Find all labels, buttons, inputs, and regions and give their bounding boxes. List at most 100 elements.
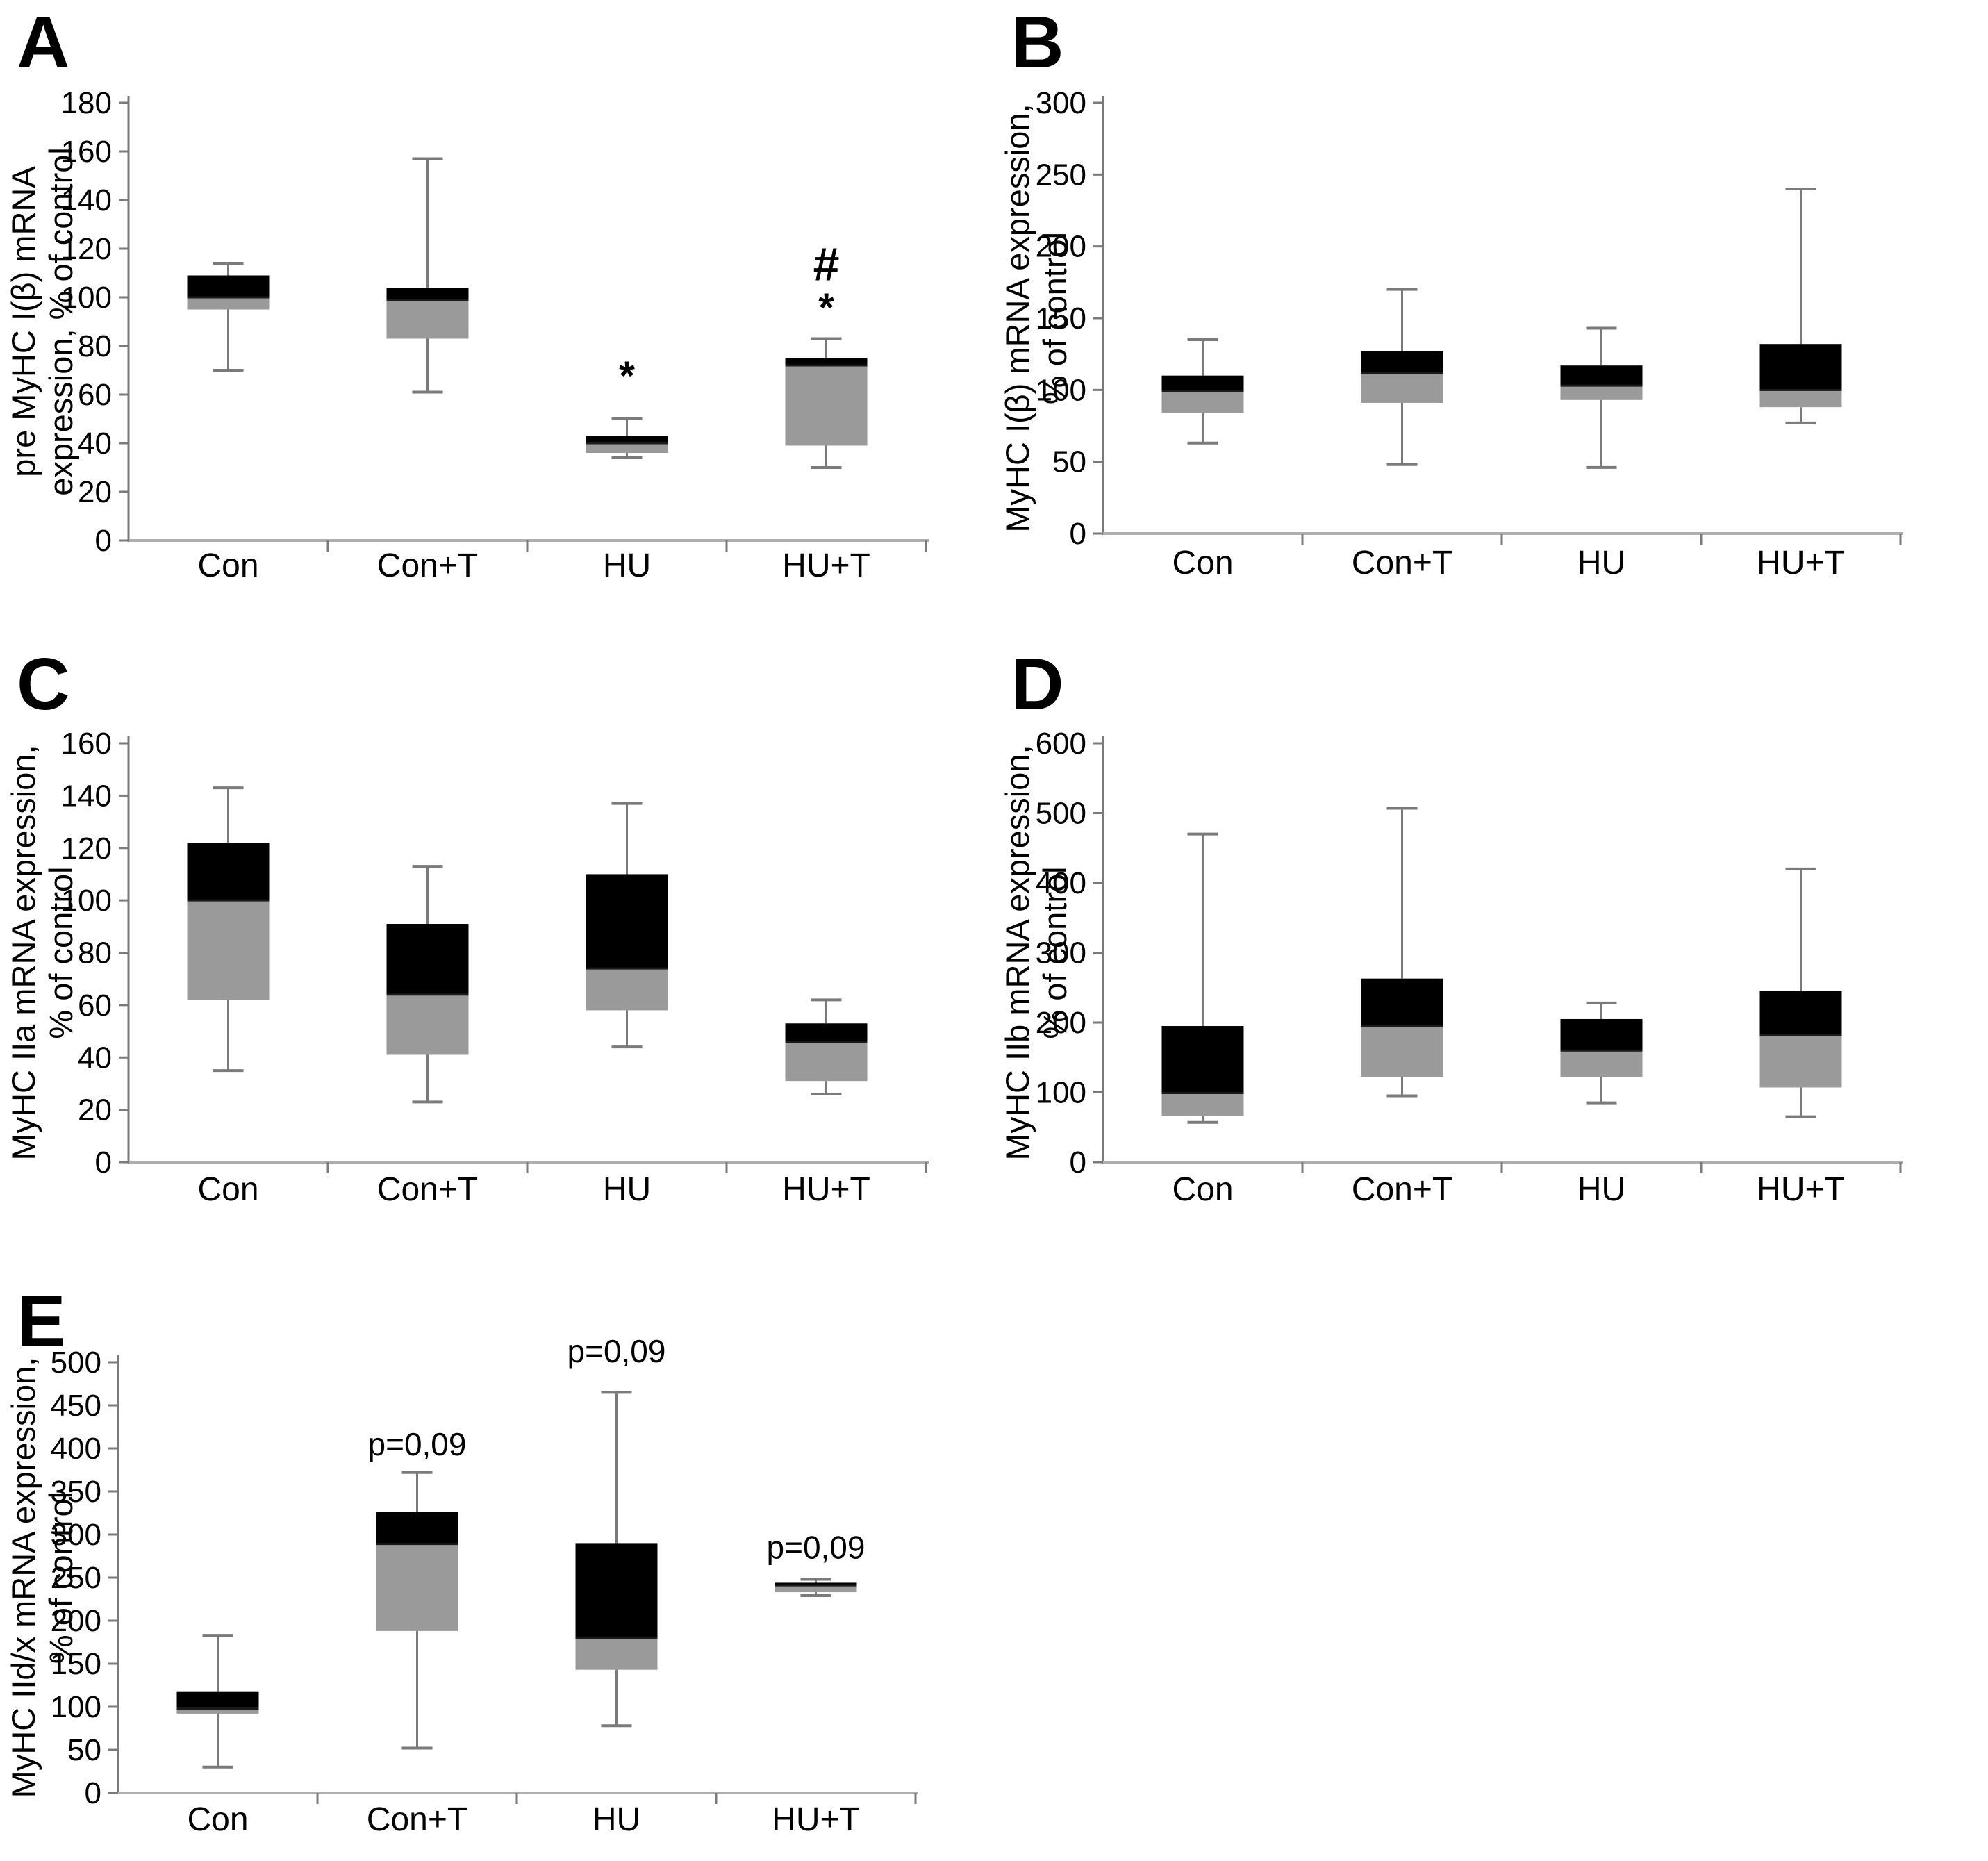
- annotation: p=0,09: [568, 1333, 666, 1369]
- y-tick-label: 100: [1036, 373, 1086, 407]
- y-tick-label: 250: [1036, 158, 1086, 192]
- y-tick-label: 100: [1036, 1076, 1086, 1110]
- panel-e-chart: 0 50 100 150 200 250 300 350 400 450 500 MyHC IId/x…: [5, 1333, 918, 1838]
- box-upper-quartile: [1560, 365, 1643, 386]
- category-label: Con+T: [377, 1171, 478, 1208]
- y-tick-label: 100: [51, 1690, 101, 1724]
- y-tick-label: 80: [78, 936, 112, 970]
- boxplot-hu: HU: [1560, 326, 1643, 581]
- panel-c: C 0 20 40 60 80 100 120 140 160 MyHC IIa mRNA exp…: [0, 645, 994, 1282]
- category-label: HU+T: [782, 1171, 870, 1208]
- box-upper-quartile: [1161, 375, 1244, 392]
- y-tick-label: 0: [1070, 1145, 1086, 1180]
- box-lower-quartile: [386, 994, 469, 1055]
- category-label: Con+T: [377, 547, 478, 584]
- box-upper-quartile: [1560, 1018, 1643, 1051]
- panel-d: D 0 100 200 300 400 500 600 MyHC IIb mRNA expre…: [994, 645, 1988, 1282]
- box-lower-quartile: [1759, 390, 1842, 408]
- category-label: Con+T: [1352, 545, 1452, 581]
- box-upper-quartile: [176, 1691, 259, 1709]
- box-lower-quartile: [785, 1041, 868, 1082]
- boxplot-con: Con: [187, 786, 270, 1208]
- category-label: Con: [1172, 545, 1233, 581]
- panel-a-letter: A: [17, 1, 70, 83]
- box-lower-quartile: [1560, 386, 1643, 400]
- box-upper-quartile: [586, 874, 668, 969]
- box-lower-quartile: [376, 1544, 458, 1631]
- y-tick-label: 400: [51, 1432, 101, 1466]
- y-tick-label: 20: [78, 1093, 112, 1127]
- boxplot-hu: HU: [586, 802, 668, 1208]
- y-tick-label: 0: [85, 1776, 101, 1810]
- box-lower-quartile: [775, 1585, 857, 1593]
- boxplot-con: Con: [187, 262, 270, 584]
- category-label: HU: [593, 1801, 640, 1838]
- y-axis-title-line: % of control: [1036, 866, 1073, 1039]
- y-tick-label: 20: [78, 475, 112, 509]
- y-axis-title-line: MyHC I(β) mRNA expression,: [999, 104, 1036, 532]
- y-tick-label: 600: [1036, 727, 1086, 761]
- category-label: HU+T: [1757, 1171, 1845, 1208]
- box-upper-quartile: [187, 275, 270, 297]
- box-lower-quartile: [1560, 1050, 1643, 1077]
- box-upper-quartile: [1759, 991, 1842, 1036]
- y-tick-label: 400: [1036, 866, 1086, 900]
- y-tick-label: 140: [61, 779, 112, 813]
- boxplot-hu-t: HU+T: [1757, 867, 1845, 1208]
- boxplot-con: Con: [1161, 338, 1244, 581]
- y-tick-label: 80: [78, 329, 112, 363]
- y-tick-label: 180: [61, 86, 112, 120]
- panel-e-letter: E: [17, 1280, 66, 1362]
- panel-b-letter: B: [1011, 1, 1064, 83]
- annotation: *: [619, 354, 635, 399]
- y-tick-label: 300: [51, 1518, 101, 1552]
- category-label: Con: [187, 1801, 248, 1838]
- boxplot-hu-t: HU+T p=0,09: [767, 1530, 865, 1838]
- category-label: Con: [197, 1171, 258, 1208]
- y-tick-label: 160: [61, 727, 112, 761]
- category-label: Con+T: [1352, 1171, 1452, 1208]
- y-tick-label: 120: [61, 832, 112, 866]
- category-label: Con: [197, 547, 258, 584]
- y-tick-label: 0: [1070, 517, 1086, 551]
- y-tick-label: 0: [95, 524, 112, 558]
- y-tick-label: 300: [1036, 86, 1086, 120]
- annotation: #: [813, 238, 840, 291]
- panel-d-letter: D: [1011, 643, 1064, 725]
- y-tick-label: 150: [51, 1647, 101, 1681]
- box-upper-quartile: [586, 436, 668, 443]
- boxplot-con-t: Con+T: [377, 865, 478, 1208]
- y-tick-label: 500: [1036, 797, 1086, 831]
- y-tick-label: 140: [61, 183, 112, 217]
- y-tick-label: 150: [1036, 301, 1086, 336]
- y-tick-label: 40: [78, 427, 112, 461]
- box-lower-quartile: [1161, 1093, 1244, 1116]
- y-axis-title-line: % of control: [42, 866, 79, 1039]
- box-upper-quartile: [575, 1543, 658, 1638]
- category-label: HU+T: [782, 547, 870, 584]
- boxplot-hu-t: HU+T #*: [782, 238, 870, 585]
- box-upper-quartile: [1361, 351, 1443, 373]
- category-label: HU: [1577, 545, 1625, 581]
- boxplot-hu: HU *: [586, 354, 668, 584]
- y-axis-title-line: % of control: [42, 1491, 79, 1664]
- box-upper-quartile: [775, 1582, 857, 1586]
- box-upper-quartile: [386, 288, 469, 300]
- box-lower-quartile: [575, 1637, 658, 1670]
- annotation: p=0,09: [368, 1426, 467, 1462]
- y-tick-label: 200: [51, 1604, 101, 1638]
- panel-a-chart: 0 20 40 60 80 100 120 140 160 180 pre MyHC I(β) mR…: [5, 86, 929, 585]
- boxplot-con: Con: [176, 1634, 259, 1838]
- boxplot-con-t: Con+T: [1352, 807, 1452, 1208]
- category-label: HU: [603, 1171, 651, 1208]
- y-tick-label: 200: [1036, 230, 1086, 264]
- y-tick-label: 0: [95, 1145, 112, 1180]
- y-axis-title-line: MyHC IIa mRNA expression,: [5, 745, 42, 1160]
- boxplot-hu-t: HU+T: [782, 998, 870, 1208]
- category-label: HU: [603, 547, 651, 584]
- y-tick-label: 100: [61, 281, 112, 315]
- y-axis-title-line: expression, % of control: [42, 147, 79, 496]
- boxplot-hu-t: HU+T: [1757, 188, 1845, 581]
